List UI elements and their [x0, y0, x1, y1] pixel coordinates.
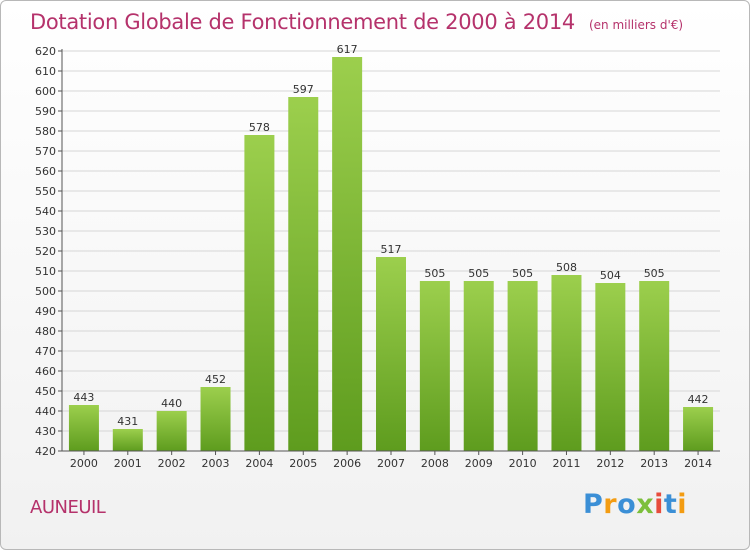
chart-subtitle: (en milliers d'€) — [588, 18, 684, 32]
y-tick-label: 530 — [35, 225, 56, 238]
bar-value-label: 431 — [117, 415, 138, 428]
bar — [112, 429, 143, 451]
y-tick-label: 600 — [35, 85, 56, 98]
y-tick-label: 440 — [35, 405, 56, 418]
logo-letter: r — [603, 489, 618, 520]
y-tick-label: 470 — [35, 345, 56, 358]
bar-value-label: 578 — [249, 121, 270, 134]
bar — [463, 281, 494, 451]
x-tick-label: 2009 — [465, 457, 493, 470]
bar — [419, 281, 450, 451]
y-tick-label: 620 — [35, 45, 56, 58]
bar — [288, 97, 319, 451]
x-tick-label: 2003 — [202, 457, 230, 470]
y-tick-label: 490 — [35, 305, 56, 318]
bar-value-label: 440 — [161, 397, 182, 410]
y-tick-label: 520 — [35, 245, 56, 258]
y-tick-label: 540 — [35, 205, 56, 218]
bar-value-label: 617 — [337, 43, 358, 56]
logo-letter: o — [617, 489, 637, 520]
bar-value-label: 505 — [468, 267, 489, 280]
y-tick-label: 560 — [35, 165, 56, 178]
x-tick-label: 2014 — [684, 457, 712, 470]
bar-value-label: 505 — [424, 267, 445, 280]
y-tick-label: 430 — [35, 425, 56, 438]
y-tick-label: 500 — [35, 285, 56, 298]
chart-title-text: Dotation Globale de Fonctionnement de 20… — [30, 10, 575, 34]
x-tick-label: 2000 — [70, 457, 98, 470]
bar — [639, 281, 670, 451]
y-tick-label: 610 — [35, 65, 56, 78]
bar-value-label: 504 — [600, 269, 621, 282]
x-tick-label: 2012 — [596, 457, 624, 470]
x-tick-label: 2004 — [245, 457, 273, 470]
y-tick-label: 450 — [35, 385, 56, 398]
bar — [507, 281, 538, 451]
logo-letter: P — [583, 489, 604, 520]
y-tick-label: 460 — [35, 365, 56, 378]
x-tick-label: 2008 — [421, 457, 449, 470]
y-tick-label: 580 — [35, 125, 56, 138]
logo-letter: t — [663, 489, 678, 520]
bar-value-label: 508 — [556, 261, 577, 274]
bar-value-label: 443 — [73, 391, 94, 404]
bar-value-label: 505 — [512, 267, 533, 280]
logo-letter: i — [654, 489, 664, 520]
chart-title: Dotation Globale de Fonctionnement de 20… — [30, 10, 683, 34]
bar — [244, 135, 275, 451]
x-tick-label: 2006 — [333, 457, 361, 470]
logo-letter: x — [636, 489, 655, 520]
bar-value-label: 597 — [293, 83, 314, 96]
bar — [551, 275, 582, 451]
x-tick-label: 2002 — [158, 457, 186, 470]
logo-letter: i — [677, 489, 688, 520]
x-tick-label: 2010 — [509, 457, 537, 470]
y-tick-label: 480 — [35, 325, 56, 338]
proxiti-logo: Proxiti — [583, 489, 687, 520]
bar — [68, 405, 99, 451]
bar — [683, 407, 714, 451]
x-tick-label: 2001 — [114, 457, 142, 470]
x-tick-label: 2013 — [640, 457, 668, 470]
x-tick-label: 2011 — [552, 457, 580, 470]
y-tick-label: 590 — [35, 105, 56, 118]
y-tick-label: 550 — [35, 185, 56, 198]
commune-name: AUNEUIL — [30, 497, 106, 518]
bar-value-label: 517 — [381, 243, 402, 256]
bar — [332, 57, 363, 451]
bar-value-label: 442 — [688, 393, 709, 406]
bar — [376, 257, 406, 451]
bar-value-label: 505 — [644, 267, 665, 280]
y-tick-label: 570 — [35, 145, 56, 158]
bar — [200, 387, 231, 451]
bar — [156, 411, 187, 451]
bar-value-label: 452 — [205, 373, 226, 386]
x-tick-label: 2007 — [377, 457, 405, 470]
bar — [595, 283, 626, 451]
y-tick-label: 510 — [35, 265, 56, 278]
y-tick-label: 420 — [35, 445, 56, 458]
x-tick-label: 2005 — [289, 457, 317, 470]
